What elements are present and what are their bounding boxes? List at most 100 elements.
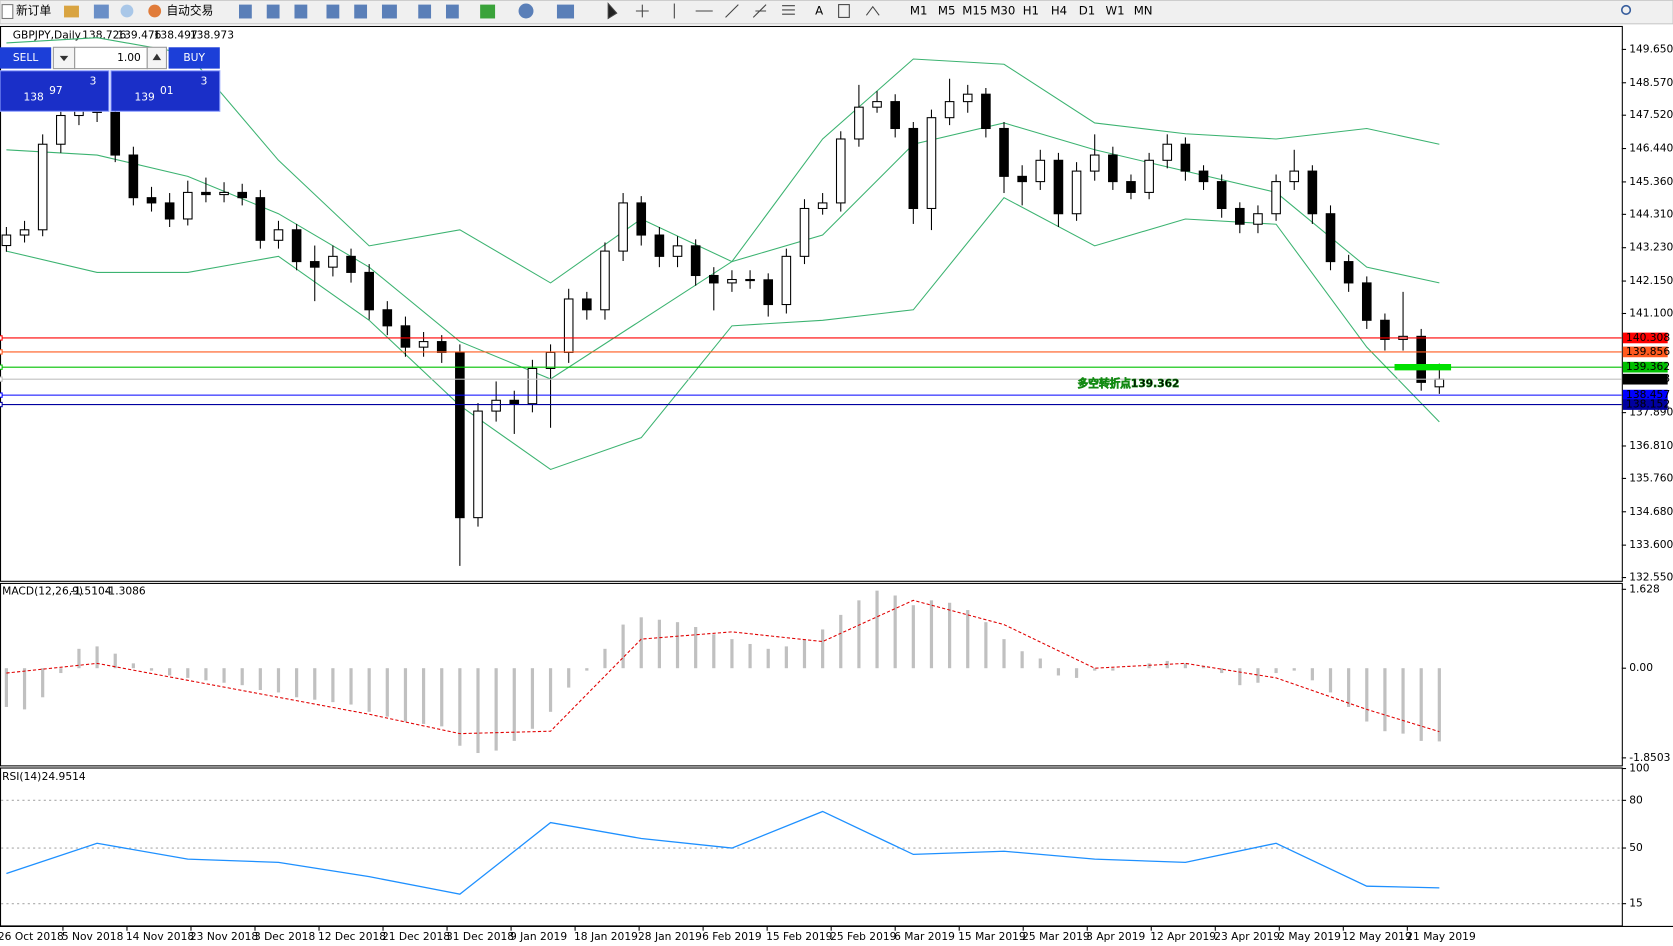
toolbar-icon[interactable]	[326, 4, 340, 19]
bid-fraction[interactable]: 3	[90, 74, 97, 87]
macd-bar	[1328, 668, 1333, 693]
ask-box[interactable]	[110, 70, 221, 112]
toolbar-icon[interactable]	[518, 3, 534, 19]
timeframe-button[interactable]: M15	[962, 4, 987, 18]
y-tick-label: 134.680	[1629, 505, 1673, 518]
macd-bar	[1401, 668, 1405, 734]
toolbar-icon[interactable]	[64, 5, 79, 18]
macd-bar	[186, 668, 190, 678]
candle-body	[1235, 207, 1245, 225]
toolbar-icon[interactable]	[266, 4, 280, 19]
macd-bar	[313, 668, 317, 700]
macd-bar	[476, 668, 480, 754]
macd-bar	[168, 668, 172, 676]
new-order-button[interactable]: 新订单	[16, 4, 51, 18]
rsi-label: RSI(14)	[2, 770, 41, 783]
bid-big-figure[interactable]: 138	[23, 90, 44, 103]
main-panel	[0, 25, 1623, 582]
text-tool[interactable]: A	[815, 4, 823, 18]
header-close: 138.973	[190, 29, 234, 42]
ask-pips[interactable]: 01	[160, 84, 174, 97]
ask-fraction[interactable]: 3	[201, 74, 208, 87]
candle-body	[1343, 261, 1354, 284]
candle-body	[436, 341, 447, 353]
crosshair-tool[interactable]	[635, 4, 649, 18]
macd-bar	[784, 646, 788, 669]
timeframe-button[interactable]: D1	[1079, 4, 1095, 18]
trendline-tool[interactable]	[725, 4, 739, 18]
timeframe-button[interactable]: H4	[1051, 4, 1067, 18]
buy-label[interactable]: BUY	[183, 51, 205, 64]
timeframe-button[interactable]: M30	[990, 4, 1015, 18]
macd-bar	[113, 653, 117, 669]
toolbar-icon[interactable]	[480, 4, 496, 19]
date-label: 5 Nov 2018	[62, 930, 124, 943]
macd-bar	[295, 668, 299, 698]
arrow-tool[interactable]	[865, 5, 880, 16]
macd-bar	[1310, 668, 1314, 681]
candle-body	[1325, 213, 1336, 263]
date-label: 3 Dec 2018	[254, 930, 316, 943]
timeframe-button[interactable]: MN	[1134, 4, 1153, 18]
macd-bar	[22, 668, 27, 710]
macd-bar	[966, 610, 970, 669]
price-label: 138.152	[1626, 398, 1670, 411]
ask-big-figure[interactable]: 139	[134, 90, 155, 103]
y-tick-label: 133.600	[1629, 538, 1673, 551]
channel-tool[interactable]	[752, 4, 767, 18]
candle-body	[1108, 154, 1118, 183]
bid-pips[interactable]: 97	[49, 84, 63, 97]
timeframe-button[interactable]: M5	[938, 4, 956, 18]
toolbar-icon[interactable]	[556, 4, 575, 19]
macd-bar	[1238, 668, 1242, 686]
y-tick-label: 0.00	[1629, 661, 1653, 674]
toolbar-icon[interactable]	[418, 4, 432, 19]
toolbar-icon[interactable]	[294, 4, 308, 19]
bid-box[interactable]	[0, 70, 110, 112]
macd-bar	[385, 668, 389, 717]
auto-trading-button[interactable]: 自动交易	[166, 4, 213, 18]
sell-label[interactable]: SELL	[13, 51, 38, 64]
macd-bar	[1056, 668, 1061, 676]
toolbar-icon[interactable]	[93, 4, 109, 19]
candle-body	[582, 298, 592, 311]
new-order-icon[interactable]	[1, 4, 14, 20]
label-tool[interactable]	[838, 4, 850, 18]
macd-bar	[603, 648, 607, 669]
macd-bar	[530, 668, 535, 729]
line-anchor	[0, 392, 3, 398]
one-click-trading: SELL 1.00 BUY 138 97 3 139 01 3	[0, 46, 221, 112]
macd-bar	[929, 600, 934, 669]
candle-body	[690, 245, 701, 277]
buy-button[interactable]	[168, 47, 220, 69]
toolbar-icon[interactable]	[120, 4, 134, 18]
cursor-tool[interactable]	[607, 2, 618, 20]
y-tick-label: 136.810	[1629, 439, 1673, 452]
y-tick-label: 149.650	[1629, 42, 1673, 55]
candle-body	[237, 191, 248, 199]
auto-trading-icon[interactable]	[148, 4, 162, 18]
timeframe-button[interactable]: M1	[910, 4, 928, 18]
date-label: 18 Jan 2019	[574, 930, 638, 943]
toolbar-icon[interactable]	[381, 4, 397, 19]
lot-value[interactable]: 1.00	[117, 51, 141, 64]
candle-body	[346, 255, 356, 273]
macd-bar	[1002, 639, 1006, 669]
candle-body	[527, 367, 538, 405]
y-tick-label: 1.628	[1629, 582, 1660, 595]
date-label: 21 Dec 2018	[382, 930, 450, 943]
macd-bar	[77, 648, 81, 669]
candle-body	[1126, 181, 1136, 193]
timeframe-button[interactable]: H1	[1023, 4, 1039, 18]
sell-button[interactable]	[0, 47, 52, 69]
timeframe-button[interactable]: W1	[1106, 4, 1125, 18]
fibo-tool[interactable]	[782, 5, 795, 15]
macd-bar	[349, 668, 353, 705]
header-high: 139.476	[117, 29, 161, 42]
toolbar-icon[interactable]	[239, 4, 252, 19]
toolbar-icon[interactable]	[445, 4, 459, 19]
search-icon[interactable]	[1620, 4, 1632, 16]
candle-body	[926, 117, 937, 210]
toolbar-icon[interactable]	[354, 4, 368, 19]
macd-bar	[875, 590, 879, 669]
